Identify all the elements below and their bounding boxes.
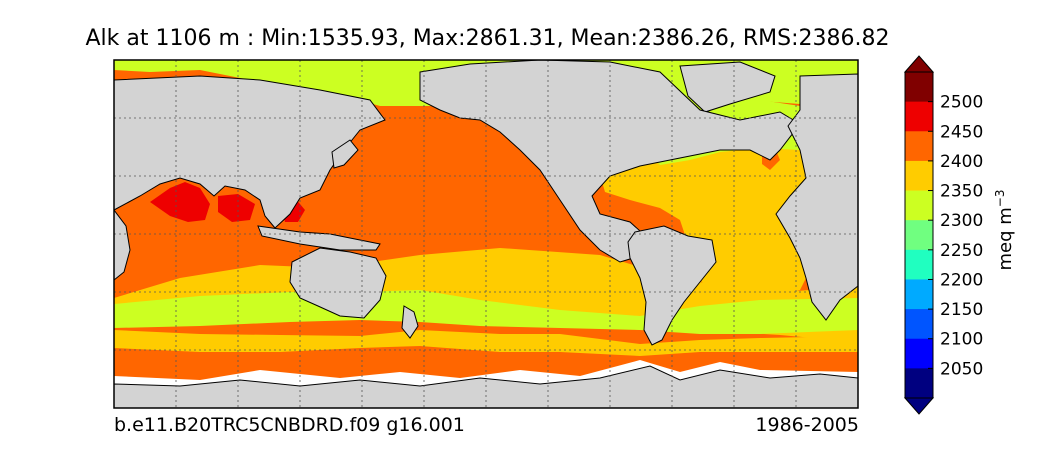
map-layers <box>114 60 858 408</box>
map-frame <box>113 59 859 409</box>
map-region-north-atlantic-2350 <box>600 136 858 300</box>
colorbar-segment <box>905 220 933 251</box>
colorbar-tick-label: 2300 <box>940 211 983 231</box>
colorbar-under-arrow <box>903 397 935 415</box>
colorbar: 2050 2100 2150 2200 2250 2300 2350 2400 2450 2500 <box>903 55 983 415</box>
colorbar-segment <box>905 309 933 340</box>
colorbar-segment <box>905 249 933 280</box>
colorbar-segment <box>905 368 933 399</box>
map-region-asia-land <box>114 75 386 229</box>
map-region-indonesia-land <box>257 225 381 251</box>
map-region-greenland-land <box>679 61 776 113</box>
colorbar-tick-label: 2400 <box>940 152 983 172</box>
map-region-eurasia-africa-east-land <box>775 73 858 321</box>
colorbar-tick-label: 2200 <box>940 270 983 290</box>
map-region-africa-west-land <box>114 209 131 281</box>
caption-run-id: b.e11.B20TRC5CNBDRD.f09 g16.001 <box>114 414 465 436</box>
colorbar-segment <box>905 72 933 103</box>
plot-title: Alk at 1106 m : Min:1535.93, Max:2861.31… <box>85 26 890 51</box>
colorbar-unit-label: meq m−3 <box>990 190 1016 271</box>
colorbar-segment <box>905 101 933 132</box>
colorbar-tick-label: 2450 <box>940 122 983 142</box>
colorbar-unit-exponent: −3 <box>993 189 1007 208</box>
map-region-indian-ocean-red <box>150 182 305 222</box>
colorbar-unit-text: meq m <box>995 207 1016 271</box>
colorbar-segment <box>905 279 933 310</box>
caption-period: 1986-2005 <box>755 414 859 436</box>
map-graticule <box>114 60 858 408</box>
colorbar-segment <box>905 338 933 369</box>
colorbar-tick-label: 2050 <box>940 359 983 379</box>
colorbar-frame <box>904 71 934 399</box>
colorbar-tick-label: 2500 <box>940 93 983 113</box>
colorbar-tick-label: 2250 <box>940 241 983 261</box>
colorbar-over-arrow <box>903 55 935 73</box>
colorbar-tick-label: 2100 <box>940 330 983 350</box>
colorbar-segment <box>905 190 933 221</box>
map-region-new-zealand-land <box>401 305 419 339</box>
colorbar-tick-label: 2350 <box>940 182 983 202</box>
colorbar-tick-label: 2150 <box>940 300 983 320</box>
colorbar-segment <box>905 160 933 192</box>
map-region-japan-land <box>331 139 359 169</box>
colorbar-segment <box>905 131 933 162</box>
